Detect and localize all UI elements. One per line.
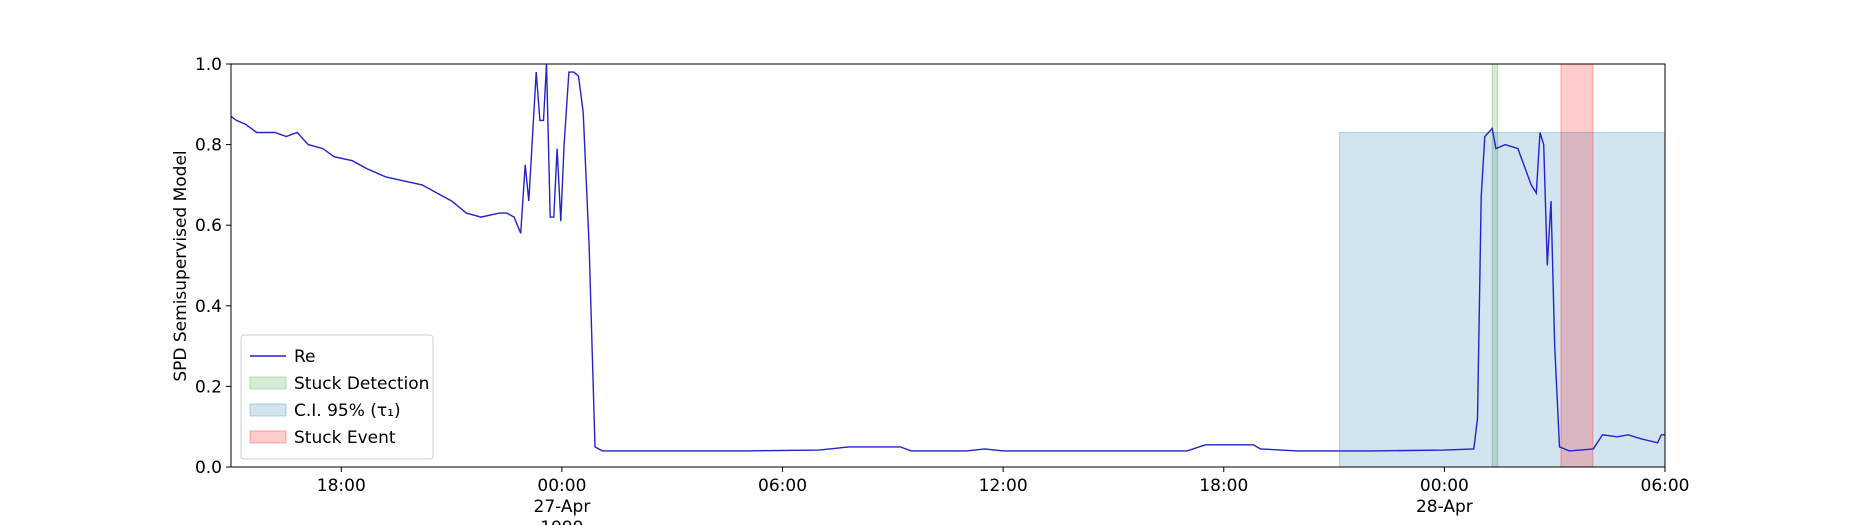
y-tick-label: 0.4 (195, 297, 222, 317)
y-tick-label: 0.8 (195, 136, 222, 156)
y-axis-label: SPD Semisupervised Model (171, 150, 191, 381)
legend-label: Stuck Detection (294, 374, 429, 394)
legend-label: Stuck Event (294, 428, 396, 448)
y-tick-label: 0.0 (195, 458, 222, 478)
legend: Re Stuck Detection C.I. 95% (τ₁) Stuck Even… (240, 334, 434, 460)
legend-patch (249, 403, 287, 417)
x-tick-label: 00:00 28-Apr (1416, 476, 1473, 517)
x-tick-label: 12:00 (979, 476, 1028, 496)
x-tick-label: 06:00 (1641, 476, 1690, 496)
y-tick-label: 1.0 (195, 55, 222, 75)
span (1560, 63, 1594, 468)
plot-frame (230, 63, 1666, 468)
y-tick-label: 0.6 (195, 216, 222, 236)
legend-patch (249, 430, 287, 444)
legend-label: Re (294, 347, 316, 367)
data-line (230, 63, 1665, 452)
x-tick-label: 18:00 (1199, 476, 1248, 496)
legend-patch (249, 376, 287, 390)
span (1339, 132, 1666, 468)
x-tick-label: 18:00 (317, 476, 366, 496)
y-tick-label: 0.2 (195, 377, 222, 397)
legend-box (240, 334, 434, 460)
x-tick-label: 06:00 (758, 476, 807, 496)
legend-label: C.I. 95% (τ₁) (294, 401, 401, 421)
